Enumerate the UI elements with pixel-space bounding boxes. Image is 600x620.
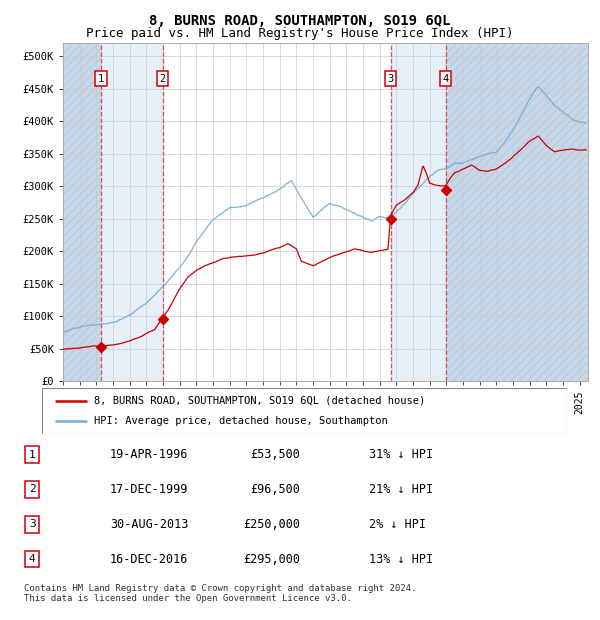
Text: 8, BURNS ROAD, SOUTHAMPTON, SO19 6QL: 8, BURNS ROAD, SOUTHAMPTON, SO19 6QL bbox=[149, 14, 451, 28]
Text: 3: 3 bbox=[29, 520, 35, 529]
Text: 2: 2 bbox=[160, 74, 166, 84]
Text: 4: 4 bbox=[443, 74, 449, 84]
Text: 2% ↓ HPI: 2% ↓ HPI bbox=[369, 518, 426, 531]
Text: £96,500: £96,500 bbox=[250, 483, 300, 496]
Text: 19-APR-1996: 19-APR-1996 bbox=[110, 448, 188, 461]
Text: 8, BURNS ROAD, SOUTHAMPTON, SO19 6QL (detached house): 8, BURNS ROAD, SOUTHAMPTON, SO19 6QL (de… bbox=[95, 396, 426, 405]
Text: 2: 2 bbox=[29, 484, 35, 494]
Text: 16-DEC-2016: 16-DEC-2016 bbox=[110, 552, 188, 565]
Text: 31% ↓ HPI: 31% ↓ HPI bbox=[369, 448, 433, 461]
Text: 3: 3 bbox=[388, 74, 394, 84]
Bar bbox=[446, 43, 588, 381]
Text: Price paid vs. HM Land Registry's House Price Index (HPI): Price paid vs. HM Land Registry's House … bbox=[86, 27, 514, 40]
Bar bbox=[63, 43, 101, 381]
Text: £250,000: £250,000 bbox=[243, 518, 300, 531]
Bar bbox=[101, 43, 163, 381]
Text: 13% ↓ HPI: 13% ↓ HPI bbox=[369, 552, 433, 565]
Text: 1: 1 bbox=[98, 74, 104, 84]
Text: HPI: Average price, detached house, Southampton: HPI: Average price, detached house, Sout… bbox=[95, 417, 388, 427]
Text: 30-AUG-2013: 30-AUG-2013 bbox=[110, 518, 188, 531]
Text: £295,000: £295,000 bbox=[243, 552, 300, 565]
Bar bbox=[391, 43, 446, 381]
Bar bbox=[63, 43, 101, 381]
Text: £53,500: £53,500 bbox=[250, 448, 300, 461]
Text: 4: 4 bbox=[29, 554, 35, 564]
Text: 17-DEC-1999: 17-DEC-1999 bbox=[110, 483, 188, 496]
Text: 21% ↓ HPI: 21% ↓ HPI bbox=[369, 483, 433, 496]
Bar bbox=[446, 43, 588, 381]
Text: Contains HM Land Registry data © Crown copyright and database right 2024.
This d: Contains HM Land Registry data © Crown c… bbox=[24, 584, 416, 603]
Text: 1: 1 bbox=[29, 450, 35, 459]
